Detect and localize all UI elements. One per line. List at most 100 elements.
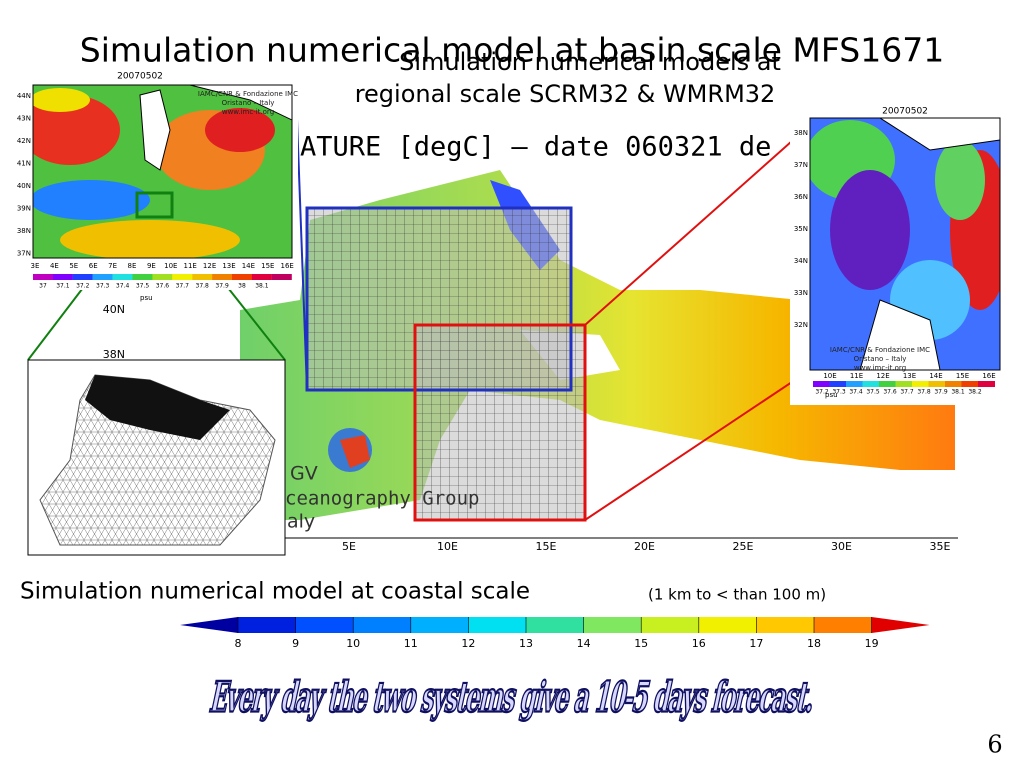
scale-swatch [172,274,193,280]
lat-label: 38N [794,129,808,137]
lon-label: 12E [876,372,889,380]
scale-label: 38.1 [255,283,269,290]
colorbar-swatch [756,617,815,633]
colorbar-label: 17 [749,637,763,650]
title: Simulation numerical model at basin scal… [80,31,944,70]
scale-swatch [132,274,153,280]
lon-label: 25E [733,540,754,553]
lon-label: 15E [261,262,274,270]
lon-label: 9E [147,262,156,270]
colorbar-label: 10 [346,637,360,650]
scale-label: 38.2 [968,389,982,396]
colorbar-arrow-right [871,617,930,633]
inset-border [32,84,293,259]
scale-swatch [813,381,830,387]
colorbar-label: 13 [519,637,533,650]
scale-swatch [52,274,73,280]
grid-regional-sicily [415,325,585,520]
lat-label: 38N [103,348,125,361]
unit: psu [140,294,153,302]
scale-swatch [251,274,272,280]
scale-label: 37.6 [883,389,897,396]
credit: www.imc-it.org [222,108,274,116]
scale-swatch [112,274,133,280]
lat-label: 43N [17,115,31,123]
lat-label: 40N [103,303,125,316]
colorbar-label: 19 [865,637,879,650]
unit: psu [825,391,838,399]
scale-swatch [961,381,979,387]
mesh-dense [85,375,230,440]
coastal-note: (1 km to < than 100 m) [648,586,826,604]
scale-label: 37.5 [866,389,880,396]
scale-label: 37.4 [116,283,130,290]
lon-label: 15E [956,372,969,380]
connector [584,369,811,521]
lat-label: 35N [794,225,808,233]
lon-label: 14E [929,372,942,380]
scale-swatch [912,381,929,387]
colorbar-swatch [526,617,585,633]
lon-label: 14E [242,262,255,270]
lon-label: 16E [982,372,995,380]
coastal-box [135,191,174,219]
colorbar-label: 14 [577,637,591,650]
lat-label: 39N [17,205,31,213]
lon-label: 10E [823,372,836,380]
lon-label: 11E [184,262,197,270]
subtitle: regional scale SCRM32 & WMRM32 [355,80,776,108]
scale-label: 37.6 [156,283,170,290]
lat-label: 41N [17,160,31,168]
lon-label: 13E [903,372,916,380]
lat-label: 33N [794,289,808,297]
scale-label: 37.7 [900,389,914,396]
lon-label: 15E [536,540,557,553]
colorbar: 8 9 10 11 12 13 14 15 16 17 18 19 [180,617,930,650]
colorbar-label: 16 [692,637,706,650]
lat-label: 32N [794,321,808,329]
scale-label: 37.2 [76,283,90,290]
lat-label: 40N [17,182,31,190]
box-west [305,206,573,392]
colorbar-swatch [814,617,873,633]
logo-text: GV [290,463,318,485]
scale-swatch [829,381,847,387]
colorbar-label: 15 [634,637,648,650]
colorbar-label: 18 [807,637,821,650]
banner: Every day the two systems give a 10-5 da… [206,674,819,723]
scale-label: 37.9 [215,283,229,290]
inset-border [809,117,1001,371]
right-inset [790,105,1005,405]
colorbar-swatch [353,617,412,633]
connector [584,124,811,326]
map-header: ATURE [degC] – date 060321 de [300,132,771,163]
lon-label: 7E [108,262,117,270]
colorbar-label: 8 [235,637,242,650]
scale-swatch [846,381,863,387]
subtitle: Simulation numerical models at [399,48,781,76]
lon-label: 20E [634,540,655,553]
logo-globe-detail [340,435,370,468]
box-sicily [413,323,587,522]
scale-swatch [152,274,173,280]
scale-swatch [879,381,896,387]
lon-label: 3E [31,262,40,270]
left-inset [25,70,298,290]
colorbar-swatch [410,617,469,633]
lon-label: 11E [850,372,863,380]
lon-label: 4E [50,262,59,270]
lat-label: 34N [794,257,808,265]
colorbar-label: 12 [461,637,475,650]
scale-label: 38.1 [951,389,965,396]
lon-label: 12E [203,262,216,270]
scale-label: 37.2 [815,389,829,396]
credit: Oristano – Italy [222,99,275,107]
page-number: 6 [987,731,1002,759]
colorbar-swatch [698,617,757,633]
scale-swatch [895,381,913,387]
coastal-caption: Simulation numerical model at coastal sc… [20,579,530,605]
lon-label: 5E [342,540,356,553]
colorbar-swatch [583,617,642,633]
scale-label: 37.9 [934,389,948,396]
lon-label: 10E [164,262,177,270]
